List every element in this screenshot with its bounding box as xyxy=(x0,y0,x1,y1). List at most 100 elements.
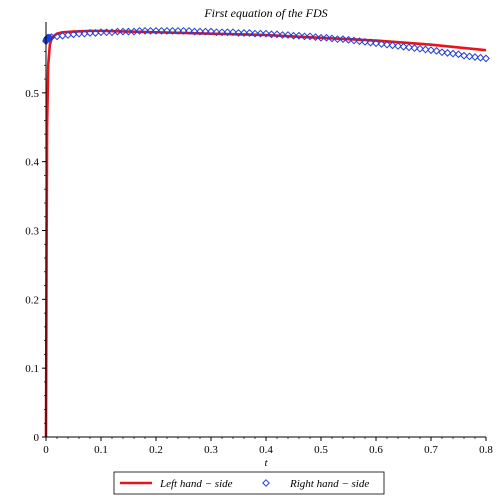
data-point xyxy=(339,35,347,44)
data-point xyxy=(410,44,419,52)
data-point xyxy=(262,29,270,38)
data-point xyxy=(124,27,133,36)
data-point xyxy=(163,26,171,35)
data-point xyxy=(45,33,54,42)
x-tick-label: 0 xyxy=(43,444,49,456)
x-tick-label: 0.7 xyxy=(424,444,438,456)
legend-label: Left hand − side xyxy=(159,478,233,490)
series-line-left-hand-side xyxy=(44,29,487,438)
data-point xyxy=(471,53,479,61)
chart-title: First equation of the FDS xyxy=(203,6,327,20)
data-point xyxy=(240,29,248,37)
data-point xyxy=(438,48,446,57)
data-point xyxy=(179,26,188,35)
data-point xyxy=(251,29,259,38)
data-point xyxy=(443,49,452,57)
y-tick-label: 0.2 xyxy=(25,294,39,306)
data-point xyxy=(196,27,204,36)
x-tick-label: 0.3 xyxy=(204,444,218,456)
data-point xyxy=(295,31,303,40)
data-point xyxy=(476,53,485,62)
data-point xyxy=(185,26,193,35)
x-tick-label: 0.5 xyxy=(314,444,328,456)
plot-area xyxy=(42,26,490,438)
data-point xyxy=(432,46,441,55)
data-point xyxy=(157,26,166,35)
x-tick-label: 0.6 xyxy=(369,444,383,456)
data-point xyxy=(102,28,111,37)
data-point xyxy=(229,28,237,37)
y-tick-label: 0.3 xyxy=(25,226,39,238)
data-point xyxy=(421,45,430,54)
data-point xyxy=(394,42,402,50)
x-ticks: 0 0.1 0.2 0.3 0.4 0.5 0.6 0.7 0.8 xyxy=(43,437,493,456)
data-point xyxy=(223,28,232,37)
data-point xyxy=(405,43,413,52)
data-point xyxy=(361,37,369,46)
data-point xyxy=(207,27,215,36)
data-point xyxy=(289,31,298,40)
data-point xyxy=(201,27,210,36)
data-point xyxy=(113,27,122,36)
data-point xyxy=(146,26,155,35)
legend-box xyxy=(113,471,385,495)
data-point xyxy=(190,27,199,36)
x-tick-label: 0.2 xyxy=(149,444,163,456)
data-point xyxy=(454,50,463,59)
y-tick-label: 0.1 xyxy=(25,363,39,375)
data-point xyxy=(278,31,287,39)
data-point xyxy=(449,49,457,58)
data-point xyxy=(273,30,281,39)
data-point xyxy=(212,28,221,37)
data-point xyxy=(152,26,160,35)
legend-label: Right hand − side xyxy=(289,478,369,490)
data-point xyxy=(372,39,380,48)
data-point xyxy=(355,37,364,46)
data-point xyxy=(267,30,276,39)
data-point xyxy=(44,33,53,42)
y-tick-label: 0.4 xyxy=(25,157,39,169)
x-axis-title: t xyxy=(264,457,268,469)
data-point xyxy=(300,32,309,41)
data-point xyxy=(465,52,474,61)
series-markers-right-hand-side xyxy=(42,26,490,63)
data-point xyxy=(377,40,386,48)
data-point xyxy=(416,44,424,53)
data-point xyxy=(482,54,490,63)
x-tick-label: 0.4 xyxy=(259,444,273,456)
legend-swatch-marker xyxy=(262,479,270,487)
data-point xyxy=(234,29,243,37)
data-point xyxy=(328,34,336,43)
data-point xyxy=(168,26,177,35)
data-point xyxy=(284,31,292,39)
data-point xyxy=(350,36,358,45)
x-tick-label: 0.1 xyxy=(94,444,108,456)
legend: Left hand − side Right hand − side xyxy=(113,471,385,495)
data-point xyxy=(245,29,254,37)
data-point xyxy=(75,29,83,38)
y-ticks: 0 0.1 0.2 0.3 0.4 0.5 xyxy=(25,37,46,444)
data-point xyxy=(256,29,265,38)
data-point xyxy=(141,26,149,35)
data-point xyxy=(86,29,94,37)
data-point xyxy=(427,46,435,55)
data-point xyxy=(460,51,468,60)
data-point xyxy=(322,33,331,42)
data-point xyxy=(97,28,105,37)
x-tick-label: 0.8 xyxy=(479,444,493,456)
y-tick-label: 0.5 xyxy=(25,88,39,100)
data-point xyxy=(333,35,342,44)
data-point xyxy=(311,33,320,41)
y-tick-label: 0 xyxy=(34,432,40,444)
data-point xyxy=(383,40,391,49)
data-point xyxy=(174,26,182,35)
data-point xyxy=(135,26,144,35)
data-point xyxy=(399,42,408,51)
data-point xyxy=(306,32,314,41)
data-point xyxy=(344,35,353,44)
data-point xyxy=(366,38,375,47)
data-point xyxy=(119,27,127,36)
data-point xyxy=(317,33,325,42)
data-point xyxy=(218,28,226,37)
